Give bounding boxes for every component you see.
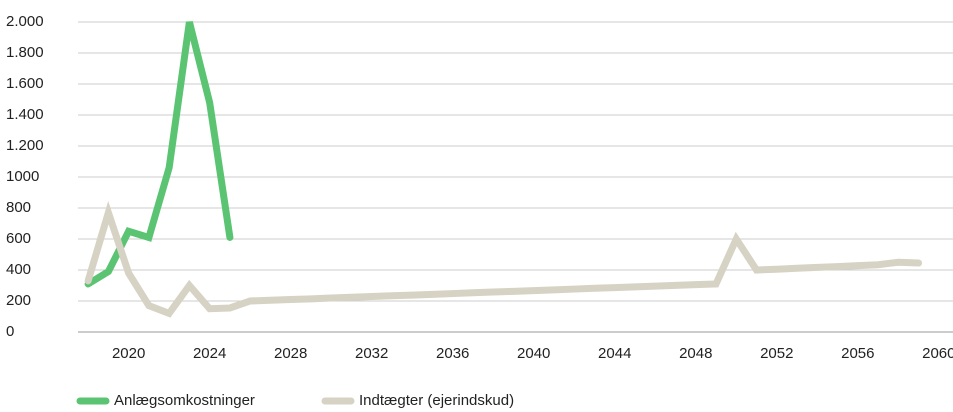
x-tick-label: 2044 <box>598 345 631 362</box>
y-tick-label: 1.600 <box>6 75 44 92</box>
x-tick-label: 2036 <box>436 345 469 362</box>
x-tick-label: 2028 <box>274 345 307 362</box>
x-tick-label: 2024 <box>193 345 226 362</box>
x-tick-label: 2040 <box>517 345 550 362</box>
x-tick-label: 2032 <box>355 345 388 362</box>
y-tick-label: 2.000 <box>6 13 44 30</box>
y-tick-label: 1.800 <box>6 44 44 61</box>
y-tick-label: 0 <box>6 323 14 340</box>
x-tick-label: 2060 <box>922 345 953 362</box>
line-series <box>84 201 923 318</box>
y-tick-label: 400 <box>6 261 31 278</box>
y-tick-label: 800 <box>6 199 31 216</box>
x-tick-label: 2020 <box>112 345 145 362</box>
legend-label: Indtægter (ejerindskud) <box>359 392 514 409</box>
x-tick-label: 2056 <box>841 345 874 362</box>
x-tick-label: 2048 <box>679 345 712 362</box>
y-tick-label: 1000 <box>6 168 39 185</box>
y-tick-label: 1.200 <box>6 137 44 154</box>
y-tick-label: 600 <box>6 230 31 247</box>
y-tick-label: 200 <box>6 292 31 309</box>
y-tick-label: 1.400 <box>6 106 44 123</box>
line-series <box>84 21 234 288</box>
legend-label: Anlægsomkostninger <box>114 392 255 409</box>
x-tick-label: 2052 <box>760 345 793 362</box>
